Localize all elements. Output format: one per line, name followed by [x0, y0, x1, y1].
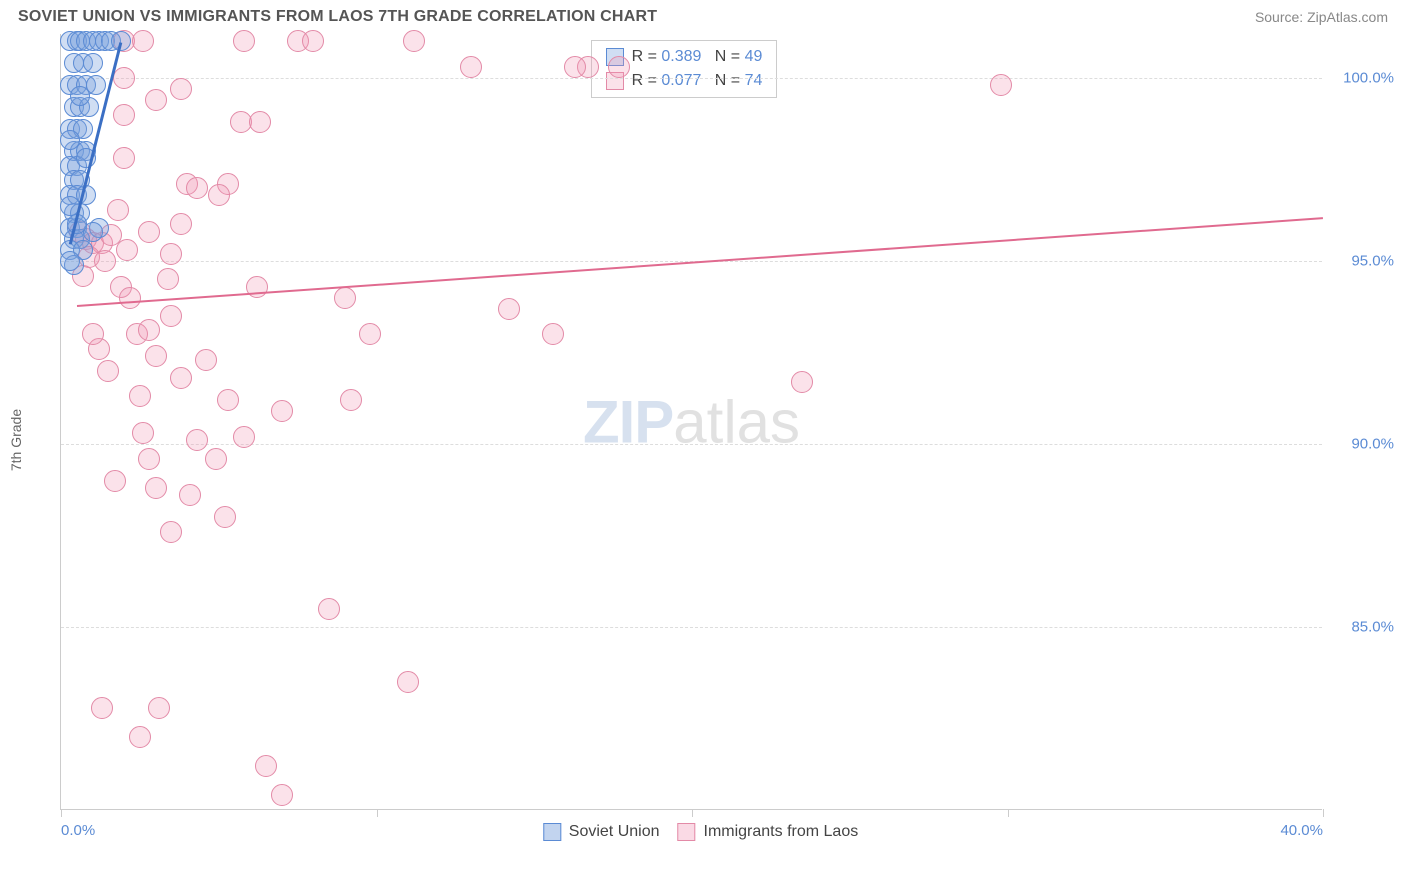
data-point — [170, 367, 192, 389]
data-point — [129, 385, 151, 407]
stat-r-value: 0.389 — [661, 48, 701, 65]
y-tick-label: 90.0% — [1334, 435, 1394, 452]
x-tick — [61, 809, 62, 817]
data-point — [791, 371, 813, 393]
data-point — [334, 287, 356, 309]
data-point — [205, 448, 227, 470]
x-tick — [692, 809, 693, 817]
data-point — [157, 268, 179, 290]
data-point — [60, 251, 80, 271]
data-point — [160, 521, 182, 543]
data-point — [179, 484, 201, 506]
data-point — [60, 130, 80, 150]
data-point — [145, 477, 167, 499]
data-point — [249, 111, 271, 133]
series-legend: Soviet Union Immigrants from Laos — [525, 823, 858, 841]
data-point — [271, 400, 293, 422]
data-point — [116, 239, 138, 261]
data-point — [403, 30, 425, 52]
legend-label: Soviet Union — [569, 823, 660, 840]
data-point — [129, 726, 151, 748]
data-point — [233, 426, 255, 448]
data-point — [160, 305, 182, 327]
data-point — [460, 56, 482, 78]
stat-r-value: 0.077 — [661, 72, 701, 89]
data-point — [214, 506, 236, 528]
x-tick — [1323, 809, 1324, 817]
data-point — [138, 448, 160, 470]
watermark: ZIPatlas — [583, 387, 800, 456]
data-point — [359, 323, 381, 345]
stat-n-label: N = — [715, 48, 745, 65]
data-point — [83, 53, 103, 73]
data-point — [990, 74, 1012, 96]
legend-label: Immigrants from Laos — [704, 823, 859, 840]
data-point — [113, 67, 135, 89]
data-point — [82, 323, 104, 345]
data-point — [564, 56, 586, 78]
data-point — [233, 30, 255, 52]
data-point — [271, 784, 293, 806]
gridline-h — [61, 627, 1322, 628]
data-point — [94, 250, 116, 272]
y-tick-label: 85.0% — [1334, 618, 1394, 635]
legend-swatch — [543, 823, 561, 841]
stat-r-label: R = — [632, 48, 662, 65]
data-point — [195, 349, 217, 371]
stat-r-label: R = — [632, 72, 662, 89]
data-point — [107, 199, 129, 221]
data-point — [340, 389, 362, 411]
data-point — [318, 598, 340, 620]
data-point — [132, 30, 154, 52]
stat-n-value: 49 — [745, 48, 763, 65]
data-point — [145, 345, 167, 367]
data-point — [217, 389, 239, 411]
data-point — [498, 298, 520, 320]
x-tick-label: 0.0% — [61, 822, 95, 839]
x-tick — [1008, 809, 1009, 817]
data-point — [397, 671, 419, 693]
data-point — [148, 697, 170, 719]
data-point — [302, 30, 324, 52]
y-axis-label: 7th Grade — [8, 409, 24, 471]
data-point — [160, 243, 182, 265]
data-point — [97, 360, 119, 382]
y-tick-label: 100.0% — [1334, 69, 1394, 86]
data-point — [608, 56, 630, 78]
gridline-h — [61, 78, 1322, 79]
legend-swatch — [678, 823, 696, 841]
data-point — [138, 319, 160, 341]
data-point — [186, 177, 208, 199]
plot-area: ZIPatlas R = 0.389 N = 49 R = 0.077 N = 7… — [60, 34, 1322, 810]
data-point — [111, 31, 131, 51]
chart-source: Source: ZipAtlas.com — [1255, 9, 1388, 25]
data-point — [91, 697, 113, 719]
data-point — [113, 147, 135, 169]
data-point — [186, 429, 208, 451]
data-point — [132, 422, 154, 444]
data-point — [170, 78, 192, 100]
x-tick-label: 40.0% — [1280, 822, 1323, 839]
chart-title: SOVIET UNION VS IMMIGRANTS FROM LAOS 7TH… — [18, 8, 657, 26]
chart-header: SOVIET UNION VS IMMIGRANTS FROM LAOS 7TH… — [0, 0, 1406, 30]
chart-container: 7th Grade ZIPatlas R = 0.389 N = 49R = 0… — [18, 34, 1388, 846]
stats-row: R = 0.077 N = 74 — [606, 69, 763, 93]
data-point — [104, 470, 126, 492]
data-point — [170, 213, 192, 235]
data-point — [208, 184, 230, 206]
data-point — [113, 104, 135, 126]
data-point — [255, 755, 277, 777]
data-point — [542, 323, 564, 345]
data-point — [138, 221, 160, 243]
stat-n-label: N = — [715, 72, 745, 89]
y-tick-label: 95.0% — [1334, 252, 1394, 269]
data-point — [145, 89, 167, 111]
data-point — [70, 86, 90, 106]
stat-n-value: 74 — [745, 72, 763, 89]
data-point — [119, 287, 141, 309]
x-tick — [377, 809, 378, 817]
